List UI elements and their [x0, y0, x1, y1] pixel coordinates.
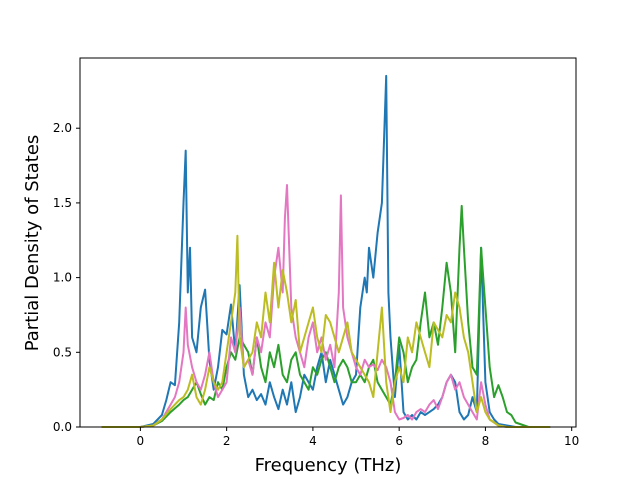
x-tick-label: 0 — [137, 434, 145, 448]
series-line-3 — [101, 184, 551, 428]
x-tick-label: 8 — [482, 434, 490, 448]
y-axis-label: Partial Density of States — [22, 135, 43, 352]
series-line-2 — [101, 204, 551, 428]
x-tick-label: 4 — [309, 434, 317, 448]
y-tick-label: 1.0 — [53, 271, 72, 285]
x-tick-label: 10 — [564, 434, 579, 448]
axes-layer: 0 2 4 6 8 10 0.0 0.5 1.0 1.5 2.0 — [53, 57, 579, 448]
y-tick-label: 0.5 — [53, 345, 72, 359]
x-tick-label: 2 — [223, 434, 231, 448]
series-layer — [101, 74, 551, 428]
x-tick-label: 6 — [395, 434, 403, 448]
plot-frame — [79, 57, 577, 428]
y-tick-label: 0.0 — [53, 420, 72, 434]
x-axis-label: Frequency (THz) — [255, 455, 402, 476]
y-tick-label: 1.5 — [53, 196, 72, 210]
y-tick-label: 2.0 — [53, 121, 72, 135]
series-line-4 — [101, 234, 551, 428]
